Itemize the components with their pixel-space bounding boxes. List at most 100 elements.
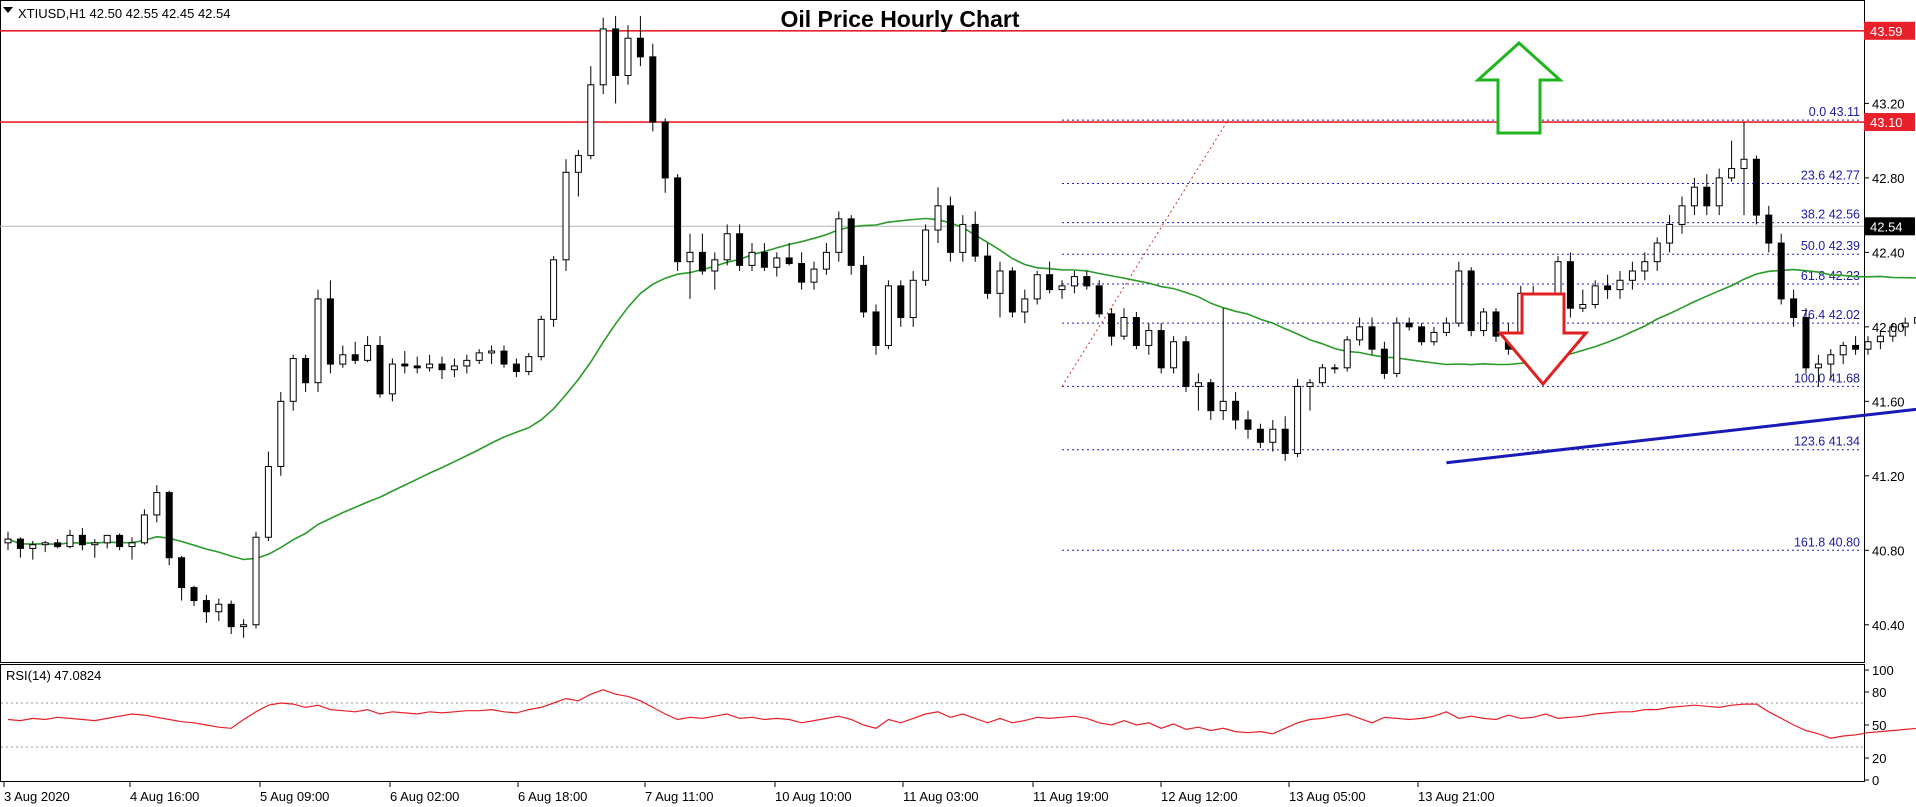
bullish-candle-body (1356, 326, 1364, 341)
candle (388, 358, 396, 402)
candle (1666, 215, 1674, 253)
y-tick-label: 42.40 (1872, 245, 1905, 260)
bullish-candle-body (475, 352, 483, 361)
horizontal-levels (0, 29, 1864, 227)
candle (1356, 317, 1364, 346)
rsi-tick-label: 0 (1872, 773, 1879, 788)
bearish-candle-body (1108, 313, 1116, 337)
bullish-candle-body (1331, 367, 1339, 370)
candle (1008, 267, 1016, 318)
bullish-candle-body (723, 233, 731, 261)
x-tick-label: 13 Aug 21:00 (1418, 789, 1495, 804)
bullish-candle-body (822, 251, 830, 270)
candle (884, 280, 892, 350)
candle (1033, 270, 1041, 305)
rsi-tick-label: 100 (1872, 663, 1894, 678)
candle (1777, 233, 1785, 305)
candle (1628, 261, 1636, 290)
candle (339, 345, 347, 368)
candle (1752, 155, 1760, 225)
bullish-candle-body (41, 542, 49, 546)
candle (463, 354, 471, 374)
bullish-candle-body (339, 354, 347, 365)
bearish-candle-body (165, 492, 173, 559)
bearish-candle-body (1852, 344, 1860, 350)
bearish-candle-body (351, 354, 359, 361)
candle (612, 15, 620, 104)
candle (649, 43, 657, 132)
candle (227, 600, 235, 635)
bearish-candle-body (500, 350, 508, 365)
bearish-candle-body (1008, 270, 1016, 313)
candle (1864, 336, 1872, 355)
candle (215, 598, 223, 622)
rsi-line (7, 689, 1916, 739)
candle (1182, 336, 1190, 393)
candle (1120, 308, 1128, 340)
candle (872, 304, 880, 355)
y-tick-label: 43.20 (1872, 96, 1905, 111)
candle (103, 534, 111, 549)
bearish-candle-body (971, 223, 979, 257)
candle (401, 351, 409, 374)
bullish-candle-body (909, 279, 917, 319)
candle (500, 345, 508, 368)
fib-level-label: 76.4 42.02 (1801, 308, 1860, 322)
candle (1678, 196, 1686, 234)
bullish-candle-body (1641, 261, 1649, 272)
bearish-candle-body (1405, 322, 1413, 328)
candle (574, 149, 582, 197)
candle (760, 243, 768, 271)
candle (773, 252, 781, 277)
candle (996, 261, 1004, 318)
fib-level-label: 0.0 43.11 (1809, 105, 1860, 119)
candle (661, 118, 669, 193)
y-tick-label: 42.80 (1872, 171, 1905, 186)
bullish-candle-body (1318, 367, 1326, 384)
candle (1070, 270, 1078, 294)
candle (984, 243, 992, 299)
x-tick-label: 6 Aug 02:00 (390, 789, 459, 804)
bearish-candle-body (190, 587, 198, 602)
candle (1331, 364, 1339, 374)
chart-title: Oil Price Hourly Chart (780, 6, 1019, 32)
price-axis: 40.40 40.80 41.20 41.60 42.00 42.40 42.80 43.20… (1864, 21, 1915, 633)
candle (1827, 349, 1835, 379)
bullish-candle-body (562, 171, 570, 261)
candle (202, 594, 210, 623)
y-tick-label: 42.00 (1872, 320, 1905, 335)
bearish-candle-body (326, 298, 334, 365)
bullish-candle-body (277, 400, 285, 467)
bullish-candle-body (1393, 322, 1401, 374)
bearish-candle-body (438, 363, 446, 371)
bearish-candle-body (1492, 311, 1500, 337)
candle (736, 224, 744, 271)
candle (1814, 354, 1822, 387)
bullish-candle-body (1839, 344, 1847, 356)
candle (1604, 274, 1612, 299)
level-price-tag (1864, 113, 1915, 132)
candle (1306, 378, 1314, 411)
candle (351, 341, 359, 365)
candle (289, 354, 297, 411)
bearish-candle-body (302, 357, 310, 384)
bearish-candle-body (54, 542, 62, 548)
bullish-candle-body (1591, 285, 1599, 306)
candle (1418, 323, 1426, 346)
candle (860, 256, 868, 318)
bullish-candle-body (289, 357, 297, 402)
candle (66, 529, 74, 549)
bullish-candle-body (1827, 354, 1835, 365)
rsi-panel-frame (0, 664, 1865, 782)
x-tick-label: 6 Aug 18:00 (518, 789, 587, 804)
bullish-candle-body (1120, 317, 1128, 337)
bullish-candle-body (1021, 298, 1029, 313)
bullish-candle-body (1145, 330, 1153, 346)
level-price-label: 43.10 (1870, 115, 1903, 130)
bearish-candle-body (401, 363, 409, 367)
bullish-candle-body (1666, 223, 1674, 244)
bearish-candle-body (202, 600, 210, 613)
bearish-candle-body (1790, 298, 1798, 319)
bullish-candle-body (1219, 400, 1227, 412)
